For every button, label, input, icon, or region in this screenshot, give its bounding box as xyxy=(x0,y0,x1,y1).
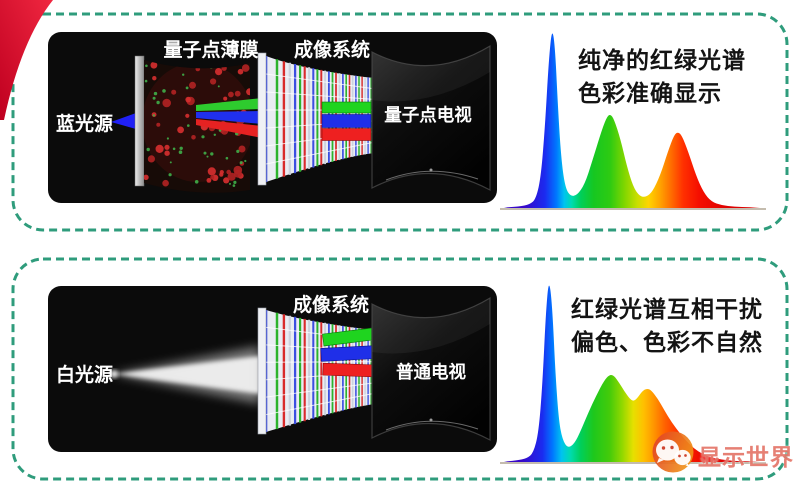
quantum-caption-line2: 色彩准确显示 xyxy=(578,80,722,106)
blue-source-label: 蓝光源 xyxy=(56,112,113,135)
rgb-output-bars-aligned xyxy=(321,101,372,141)
quantum-diagram-box: 量子点薄膜 成像系统 蓝光源 量子点电视 xyxy=(48,32,497,203)
quantum-tv-label: 量子点电视 xyxy=(384,105,472,125)
imaging-label: 成像系统 xyxy=(293,293,369,316)
watermark: 显示世界 xyxy=(646,429,800,483)
quantum-panel-border xyxy=(11,12,789,232)
normal-caption-line2: 偏色、色彩不自然 xyxy=(571,329,763,355)
white-light-cone xyxy=(110,346,260,404)
wechat-icon xyxy=(652,431,694,473)
normal-diagram: 成像系统 白光源 普通电视 xyxy=(56,293,491,441)
quantum-diagram: 量子点薄膜 成像系统 蓝光源 量子点电视 xyxy=(56,38,491,193)
normal-panel-border xyxy=(11,257,789,481)
imaging-panel-edge xyxy=(257,52,267,186)
red-corner-ribbon xyxy=(0,0,53,120)
watermark-label: 显示世界 xyxy=(698,444,794,470)
tv-screen xyxy=(371,44,491,191)
film-label: 量子点薄膜 xyxy=(163,38,258,61)
white-source-label: 白光源 xyxy=(56,363,113,386)
quantum-caption: 纯净的红绿光谱 色彩准确显示 xyxy=(578,44,746,110)
tv-screen xyxy=(371,296,491,441)
normal-tv-label: 普通电视 xyxy=(396,362,466,382)
normal-caption-line1: 红绿光谱互相干扰 xyxy=(571,296,763,322)
normal-caption: 红绿光谱互相干扰 偏色、色彩不自然 xyxy=(571,293,763,359)
quantum-caption-line1: 纯净的红绿光谱 xyxy=(578,47,746,73)
rgb-beams xyxy=(196,98,262,138)
film-substrate-bar xyxy=(134,55,145,187)
rgb-output-bars-misaligned xyxy=(320,327,375,378)
quantum-spectrum-chart xyxy=(500,33,766,210)
normal-spectrum-chart xyxy=(500,285,766,464)
imaging-panel-edge xyxy=(257,307,267,435)
quantum-dot-film xyxy=(144,60,250,193)
imaging-label: 成像系统 xyxy=(294,38,370,61)
blue-beam xyxy=(111,113,136,129)
normal-diagram-box: 成像系统 白光源 普通电视 xyxy=(48,286,497,452)
